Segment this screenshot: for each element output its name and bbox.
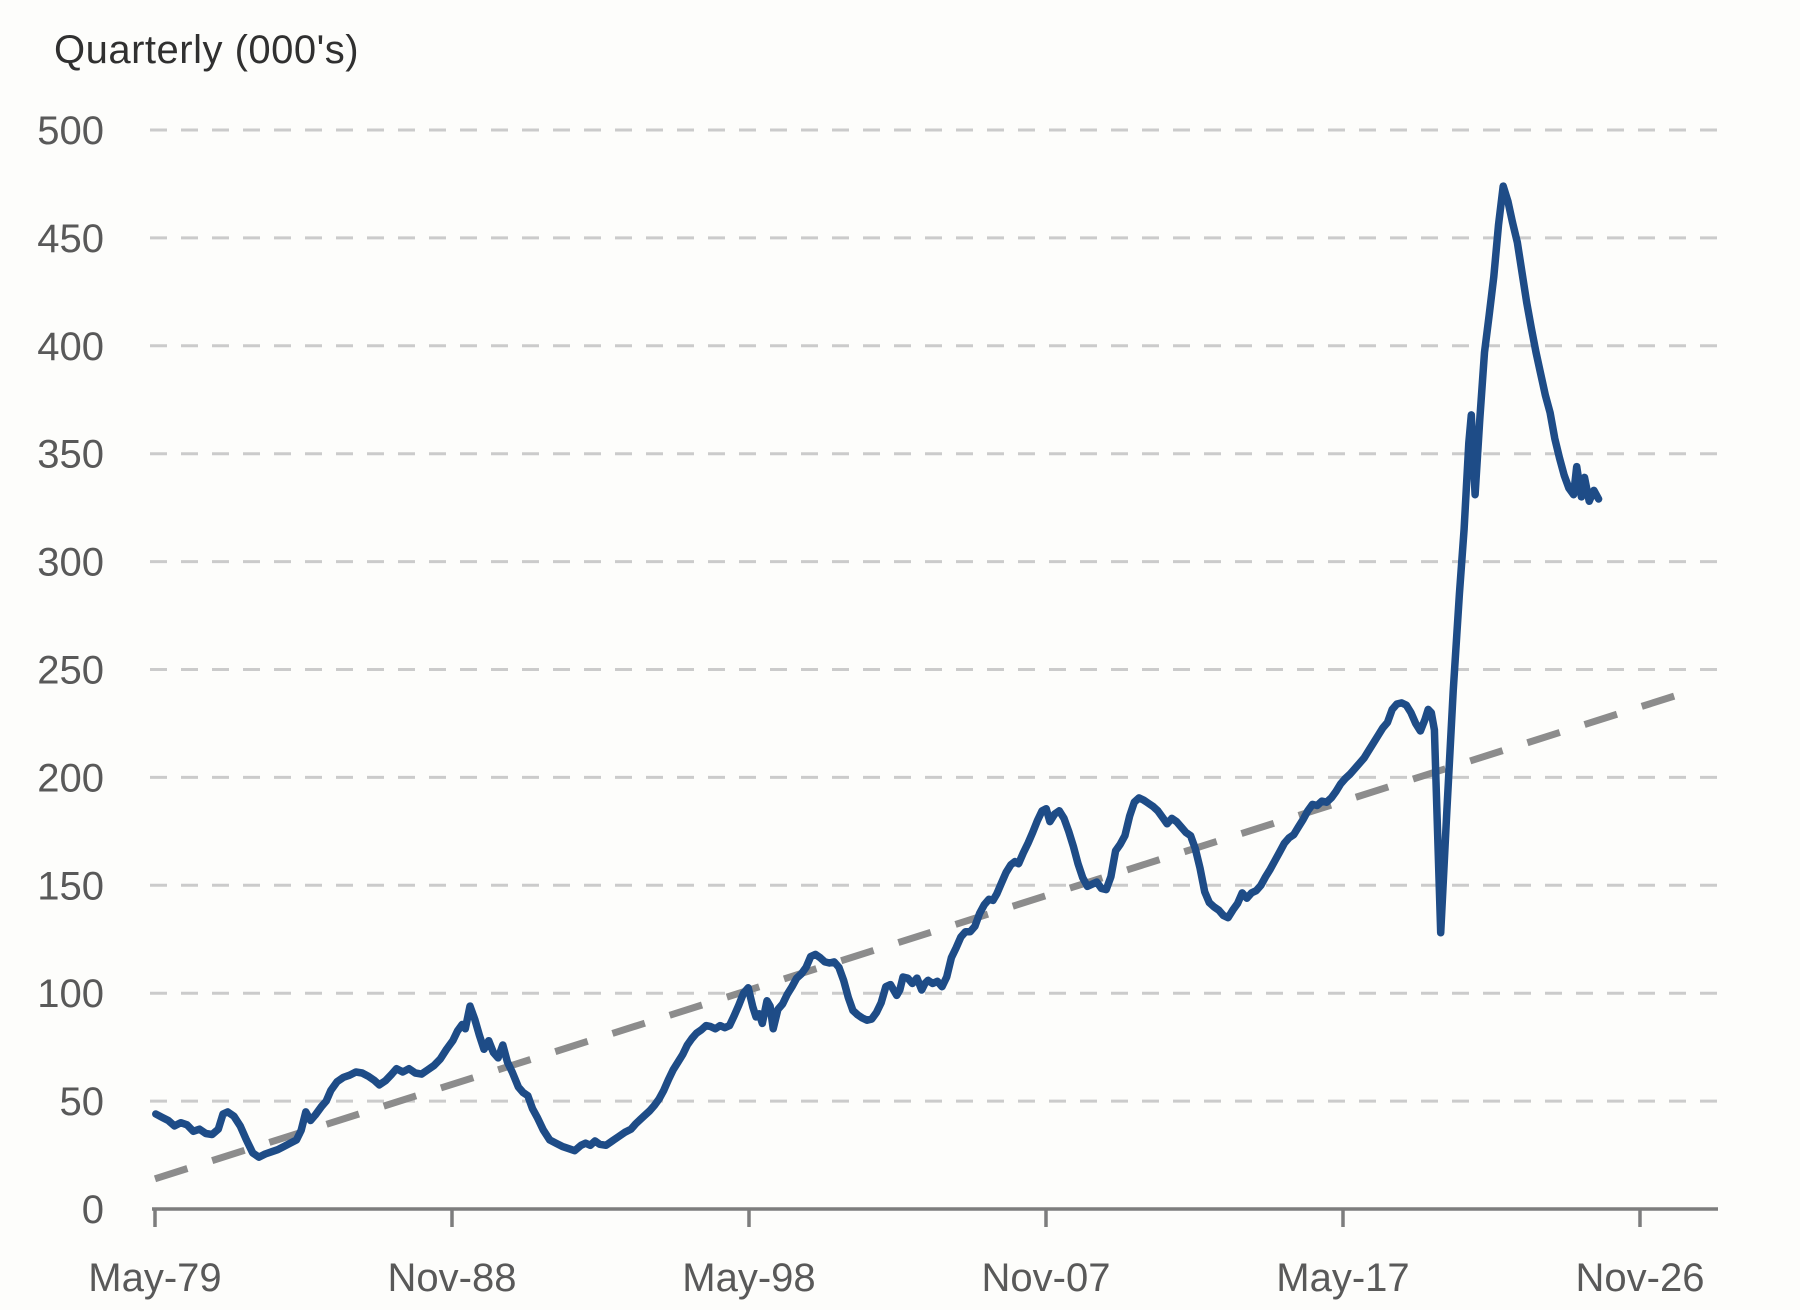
y-tick-label-150: 150 — [37, 864, 104, 908]
chart-title: Quarterly (000's) — [54, 28, 360, 72]
y-tick-label-50: 50 — [60, 1080, 105, 1124]
y-tick-label-250: 250 — [37, 649, 104, 693]
x-tick-label-2: May-98 — [682, 1256, 815, 1300]
y-tick-label-450: 450 — [37, 217, 104, 261]
x-tick-label-0: May-79 — [88, 1256, 221, 1300]
y-tick-label-0: 0 — [82, 1188, 104, 1232]
y-tick-label-400: 400 — [37, 325, 104, 369]
y-tick-label-100: 100 — [37, 972, 104, 1016]
y-tick-label-300: 300 — [37, 541, 104, 585]
trend-dashed-line — [153, 687, 1691, 1183]
quarterly-data-line — [152, 182, 1603, 1161]
x-tick-label-1: Nov-88 — [388, 1256, 517, 1300]
y-tick-label-350: 350 — [37, 433, 104, 477]
y-tick-label-200: 200 — [37, 756, 104, 800]
x-tick-label-5: Nov-26 — [1576, 1256, 1705, 1300]
x-tick-label-3: Nov-07 — [982, 1256, 1111, 1300]
y-tick-label-500: 500 — [37, 109, 104, 153]
x-tick-label-4: May-17 — [1276, 1256, 1409, 1300]
